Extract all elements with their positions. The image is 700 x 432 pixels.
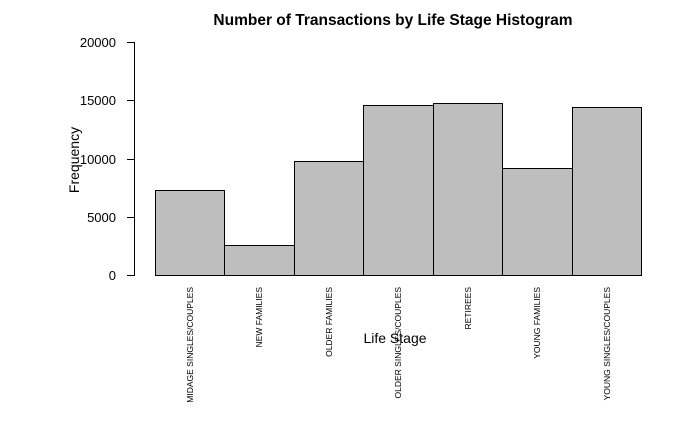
x-category-label: YOUNG FAMILIES bbox=[532, 287, 542, 359]
y-tick-mark bbox=[127, 100, 134, 101]
x-category-label: RETIREES bbox=[462, 287, 473, 330]
x-category-label: OLDER SINGLES/COUPLES bbox=[393, 287, 403, 399]
y-tick-label: 0 bbox=[108, 268, 116, 283]
bar-young-singles-couples bbox=[572, 107, 642, 276]
y-tick-label: 5000 bbox=[87, 210, 116, 225]
y-tick-mark bbox=[127, 217, 134, 218]
bar-retirees bbox=[433, 103, 503, 276]
y-tick-label: 20000 bbox=[79, 35, 116, 50]
bar-midage-singles-couples bbox=[155, 190, 225, 276]
y-tick-label: 15000 bbox=[79, 93, 116, 108]
x-category-label: YOUNG SINGLES/COUPLES bbox=[601, 287, 612, 401]
x-category-label: NEW FAMILIES bbox=[254, 287, 264, 348]
y-tick-label: 10000 bbox=[79, 152, 116, 167]
chart-title: Number of Transactions by Life Stage His… bbox=[213, 12, 573, 29]
y-tick-mark bbox=[127, 275, 134, 276]
y-tick-mark bbox=[127, 42, 134, 43]
bar-older-families bbox=[294, 161, 364, 276]
x-axis-label: Life Stage bbox=[363, 330, 427, 346]
x-category-label: MIDAGE SINGLES/COUPLES bbox=[184, 287, 195, 403]
x-category-label: OLDER FAMILIES bbox=[323, 287, 334, 357]
bar-young-families bbox=[502, 168, 573, 276]
y-tick-mark bbox=[127, 159, 134, 160]
bar-older-singles-couples bbox=[363, 105, 434, 276]
bar-new-families bbox=[224, 245, 295, 276]
y-axis-line bbox=[134, 42, 135, 276]
